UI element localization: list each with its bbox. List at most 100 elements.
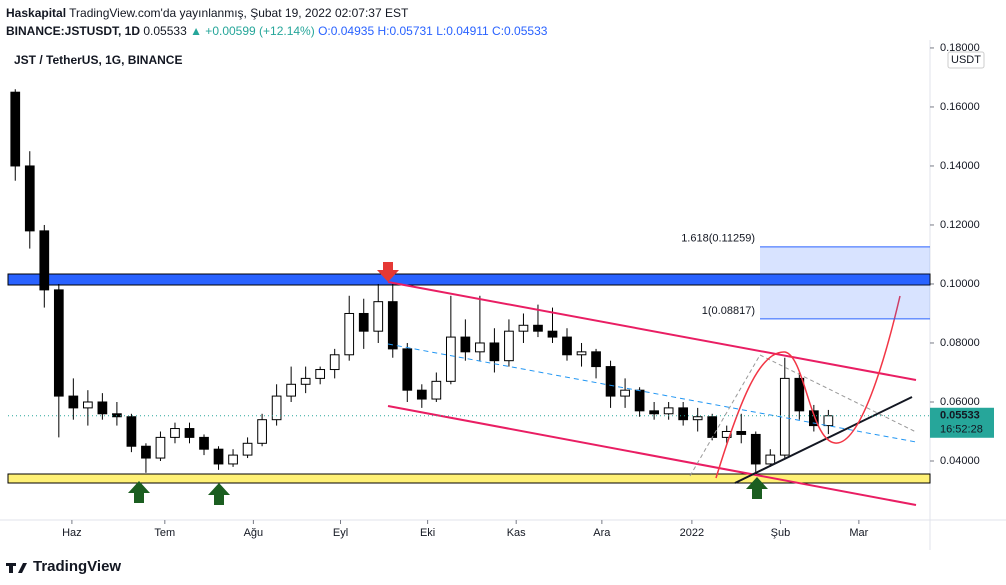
y-tick-label: 0.04000 [940,455,980,467]
symbol: BINANCE:JSTUSDT, 1D [6,24,141,38]
candles [10,89,834,473]
candle-body [823,415,834,427]
ohlc: C:0.05533 [492,24,548,38]
candle-body [170,428,180,438]
candle-body [83,401,93,409]
support-zone [7,473,931,484]
overlay: 1.618(0.11259) 1(0.08817) 0.05533 16:52:28 [8,233,994,438]
candle-body [649,410,659,415]
candle-body [750,433,761,465]
fib-label: 1(0.08817) [702,305,755,317]
x-tick-label: Haz [62,527,82,539]
brand: TradingView [33,558,121,575]
candle-body [184,428,195,438]
candle-body [765,454,776,465]
candle-body [663,407,674,415]
candle-body [141,445,151,459]
logo [6,563,27,573]
candle-body [620,389,630,397]
candle-body [155,436,166,459]
candle-body [460,336,471,353]
candle-body [257,419,267,444]
candle-body [213,448,224,465]
header: Haskapital TradingView.com'da yayınlanmı… [6,4,547,40]
sell-arrow [377,262,399,282]
price-tag-label: 0.05533 [940,410,980,422]
candle-body [39,230,50,291]
pitch-line [759,354,917,433]
x-tick-label: Eyl [333,527,348,539]
x-tick-label: Tem [154,527,175,539]
last: 0.05533 [143,24,187,38]
drawings [387,281,917,506]
candle-body [112,413,122,418]
candle-body [489,342,500,362]
x-tick-label: Kas [507,527,526,539]
candle-body [402,348,413,391]
y-tick-label: 0.08000 [940,337,980,349]
arrows [128,262,768,505]
pitch-line [689,354,761,477]
candle-body [518,324,529,332]
candle-body [387,301,398,350]
x-tick-label: Ara [593,527,611,539]
candle-body [228,454,238,465]
candle-body [605,366,616,397]
y-tick-label: 0.10000 [940,278,980,290]
candle-body [53,289,64,397]
candle-body [445,336,456,382]
ohlc: O:0.04935 [318,24,375,38]
candle-body [707,416,718,438]
y-tick-label: 0.18000 [940,42,980,54]
candle-body [794,377,805,412]
candle-body [286,383,296,397]
candle-body [10,91,21,167]
candle-body [358,312,369,332]
x-tick-label: Eki [420,527,435,539]
fib-box [760,246,930,319]
candle-body [431,380,442,400]
ohlc: H:0.05731 [377,24,433,38]
candle-body [344,312,355,356]
candle-body [533,324,543,332]
trend-line [734,396,913,484]
channel-bottom [387,405,917,506]
candle-body [504,330,514,362]
y-unit: USDT [951,54,981,66]
zones [7,273,931,484]
candle-body [547,330,558,338]
buy-arrow [208,483,230,505]
buy-arrow [746,477,768,499]
candle-body [329,354,340,371]
candle-body [242,442,253,456]
x-tick-label: Ağu [244,527,264,539]
candle-body [576,351,587,356]
projection-curve [715,295,901,479]
candle-body [721,430,732,438]
candle-body [373,301,384,332]
candle-body [736,430,747,435]
x-tick-label: Mar [849,527,868,539]
candle-body [692,416,703,421]
published: TradingView.com'da yayınlanmış, Şubat 19… [69,6,409,20]
candle-body [416,389,427,400]
candle-body [475,342,485,353]
buy-arrow [128,481,150,503]
x-tick-label: Şub [771,527,791,539]
candle-body [199,436,209,450]
candle-body [97,401,108,415]
publisher: Haskapital [6,6,67,20]
ohlc: L:0.04911 [436,24,489,38]
chart-title: JST / TetherUS, 1G, BINANCE [14,53,182,67]
change: ▲ +0.00599 (+12.14%) [190,24,315,38]
candle-body [300,377,311,385]
countdown: 16:52:28 [940,424,983,436]
candle-body [315,369,326,379]
resistance-zone [7,273,931,286]
candle-body [808,410,819,427]
x-tick-label: 2022 [680,527,704,539]
y-tick-label: 0.06000 [940,396,980,408]
y-tick-label: 0.12000 [940,219,980,231]
candle-body [678,407,689,421]
